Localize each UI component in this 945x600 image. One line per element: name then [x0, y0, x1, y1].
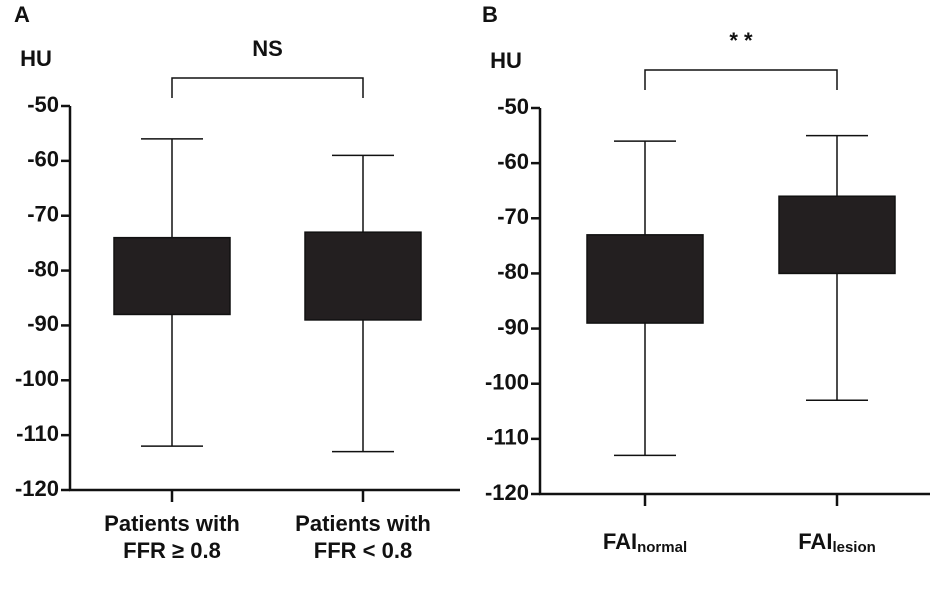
x-tick-label: FAIlesion — [798, 529, 876, 556]
x-tick-label: Patients with FFR ≥ 0.8 — [104, 511, 240, 563]
y-tick-label: -60 — [27, 147, 59, 172]
y-tick-label: -80 — [27, 256, 59, 281]
significance-bracket — [644, 69, 838, 90]
y-tick-label: -80 — [497, 259, 529, 284]
panel-label: B — [482, 2, 498, 27]
box — [113, 236, 231, 316]
y-tick-label: -70 — [497, 204, 529, 229]
panel-label: A — [14, 2, 30, 27]
y-tick-label: -100 — [15, 366, 59, 391]
y-axis-label: HU — [20, 46, 52, 71]
y-tick-label: -110 — [486, 425, 529, 450]
annotation: * * — [729, 28, 753, 53]
x-tick-subscript: lesion — [832, 539, 876, 556]
y-tick-label: -100 — [485, 370, 529, 395]
y-tick-label: -50 — [27, 92, 59, 117]
significance-bracket — [171, 77, 364, 98]
box — [304, 231, 422, 321]
y-tick-label: -110 — [16, 421, 59, 446]
y-tick-label: -70 — [27, 202, 59, 227]
box — [586, 234, 704, 324]
y-tick-label: -120 — [485, 480, 529, 505]
y-tick-label: -120 — [15, 476, 59, 501]
y-tick-label: -60 — [497, 149, 529, 174]
x-tick-label: FAInormal — [602, 529, 688, 556]
box — [778, 195, 896, 275]
x-tick-subscript: normal — [637, 539, 688, 556]
y-axis-label: HU — [490, 48, 522, 73]
annotation: NS — [252, 36, 283, 61]
y-tick-label: -90 — [27, 311, 59, 336]
y-tick-label: -90 — [497, 314, 529, 339]
y-tick-label: -50 — [497, 94, 529, 119]
x-tick-label: Patients with FFR < 0.8 — [295, 511, 431, 563]
